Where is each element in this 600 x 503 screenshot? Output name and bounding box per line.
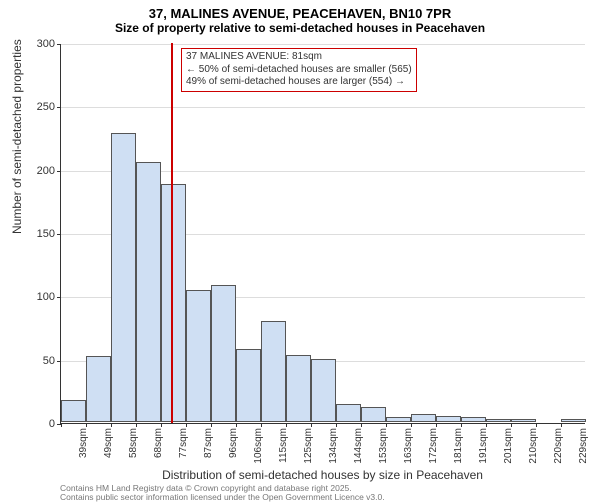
xtick-label: 220sqm <box>553 428 564 464</box>
xtick-mark <box>86 423 87 427</box>
ytick-label: 50 <box>43 355 55 367</box>
xtick-mark <box>461 423 462 427</box>
y-axis-label: Number of semi-detached properties <box>10 39 24 234</box>
xtick-mark <box>411 423 412 427</box>
xtick-label: 49sqm <box>103 428 114 458</box>
histogram-bar <box>561 419 586 422</box>
reference-line <box>171 43 173 423</box>
histogram-bar <box>236 349 261 422</box>
ytick-label: 100 <box>37 291 55 303</box>
ytick-label: 0 <box>49 418 55 430</box>
xtick-mark <box>511 423 512 427</box>
xtick-mark <box>186 423 187 427</box>
annotation-line: 37 MALINES AVENUE: 81sqm <box>186 51 412 64</box>
xtick-mark <box>136 423 137 427</box>
histogram-bar <box>136 162 161 422</box>
histogram-bar <box>86 356 111 422</box>
xtick-mark <box>211 423 212 427</box>
histogram-bar <box>461 417 486 422</box>
histogram-bar <box>436 416 461 422</box>
xtick-label: 77sqm <box>178 428 189 458</box>
xtick-mark <box>336 423 337 427</box>
xtick-mark <box>161 423 162 427</box>
xtick-label: 181sqm <box>453 428 464 464</box>
histogram-bar <box>211 285 236 422</box>
histogram-bar <box>511 419 536 422</box>
ytick-mark <box>57 234 61 235</box>
ytick-mark <box>57 44 61 45</box>
histogram-bar <box>386 417 411 422</box>
xtick-mark <box>236 423 237 427</box>
xtick-mark <box>311 423 312 427</box>
grid-line <box>61 44 585 45</box>
xtick-label: 68sqm <box>153 428 164 458</box>
histogram-bar <box>161 184 186 422</box>
histogram-bar <box>286 355 311 422</box>
xtick-mark <box>286 423 287 427</box>
histogram-bar <box>311 359 336 422</box>
xtick-label: 210sqm <box>528 428 539 464</box>
ytick-label: 250 <box>37 101 55 113</box>
annotation-box: 37 MALINES AVENUE: 81sqm← 50% of semi-de… <box>181 48 417 92</box>
histogram-bar <box>486 419 511 422</box>
xtick-label: 106sqm <box>253 428 264 464</box>
chart-title: 37, MALINES AVENUE, PEACEHAVEN, BN10 7PR <box>0 6 600 21</box>
xtick-label: 163sqm <box>403 428 414 464</box>
xtick-mark <box>561 423 562 427</box>
ytick-label: 200 <box>37 165 55 177</box>
ytick-mark <box>57 107 61 108</box>
xtick-mark <box>486 423 487 427</box>
ytick-mark <box>57 297 61 298</box>
histogram-bar <box>61 400 86 422</box>
xtick-label: 229sqm <box>578 428 589 464</box>
histogram-bar <box>411 414 436 422</box>
xtick-mark <box>111 423 112 427</box>
x-axis-label: Distribution of semi-detached houses by … <box>60 468 585 482</box>
xtick-label: 96sqm <box>228 428 239 458</box>
xtick-mark <box>361 423 362 427</box>
xtick-label: 87sqm <box>203 428 214 458</box>
xtick-mark <box>436 423 437 427</box>
xtick-label: 201sqm <box>503 428 514 464</box>
xtick-label: 58sqm <box>128 428 139 458</box>
xtick-label: 144sqm <box>353 428 364 464</box>
histogram-bar <box>361 407 386 422</box>
xtick-mark <box>386 423 387 427</box>
chart-area: 05010015020025030039sqm49sqm58sqm68sqm77… <box>60 44 585 424</box>
xtick-label: 39sqm <box>78 428 89 458</box>
xtick-label: 115sqm <box>278 428 289 463</box>
xtick-mark <box>61 423 62 427</box>
histogram-bar <box>336 404 361 422</box>
histogram-bar <box>186 290 211 422</box>
ytick-mark <box>57 171 61 172</box>
annotation-line: ← 50% of semi-detached houses are smalle… <box>186 64 412 77</box>
xtick-label: 172sqm <box>428 428 439 464</box>
annotation-line: 49% of semi-detached houses are larger (… <box>186 76 412 89</box>
histogram-bar <box>261 321 286 422</box>
xtick-label: 191sqm <box>478 428 489 464</box>
ytick-label: 150 <box>37 228 55 240</box>
plot-area: 05010015020025030039sqm49sqm58sqm68sqm77… <box>60 44 585 424</box>
ytick-mark <box>57 361 61 362</box>
grid-line <box>61 107 585 108</box>
xtick-label: 134sqm <box>328 428 339 464</box>
attribution-line: Contains public sector information licen… <box>60 493 385 502</box>
ytick-label: 300 <box>37 38 55 50</box>
histogram-bar <box>111 133 136 422</box>
xtick-label: 125sqm <box>303 428 314 464</box>
xtick-mark <box>261 423 262 427</box>
chart-subtitle: Size of property relative to semi-detach… <box>0 21 600 35</box>
xtick-mark <box>536 423 537 427</box>
xtick-label: 153sqm <box>378 428 389 464</box>
